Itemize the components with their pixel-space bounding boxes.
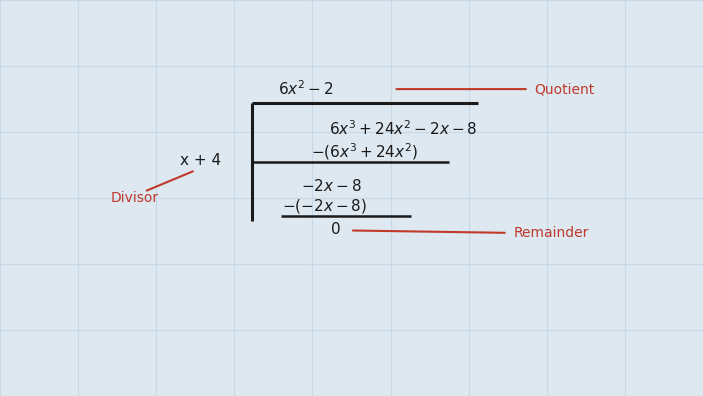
Text: $-(6x^3 + 24x^2)$: $-(6x^3 + 24x^2)$ (311, 141, 418, 162)
Text: $-(-2x - 8)$: $-(-2x - 8)$ (282, 197, 368, 215)
Text: Quotient: Quotient (534, 82, 595, 96)
Text: Divisor: Divisor (111, 191, 159, 205)
Text: $6x^2 - 2$: $6x^2 - 2$ (278, 80, 333, 99)
Text: x + 4: x + 4 (180, 153, 221, 168)
Text: 0: 0 (331, 222, 341, 237)
Text: $6x^3 + 24x^2 - 2x - 8$: $6x^3 + 24x^2 - 2x - 8$ (329, 119, 477, 138)
Text: $-2x - 8$: $-2x - 8$ (302, 178, 362, 194)
Text: Remainder: Remainder (513, 226, 588, 240)
